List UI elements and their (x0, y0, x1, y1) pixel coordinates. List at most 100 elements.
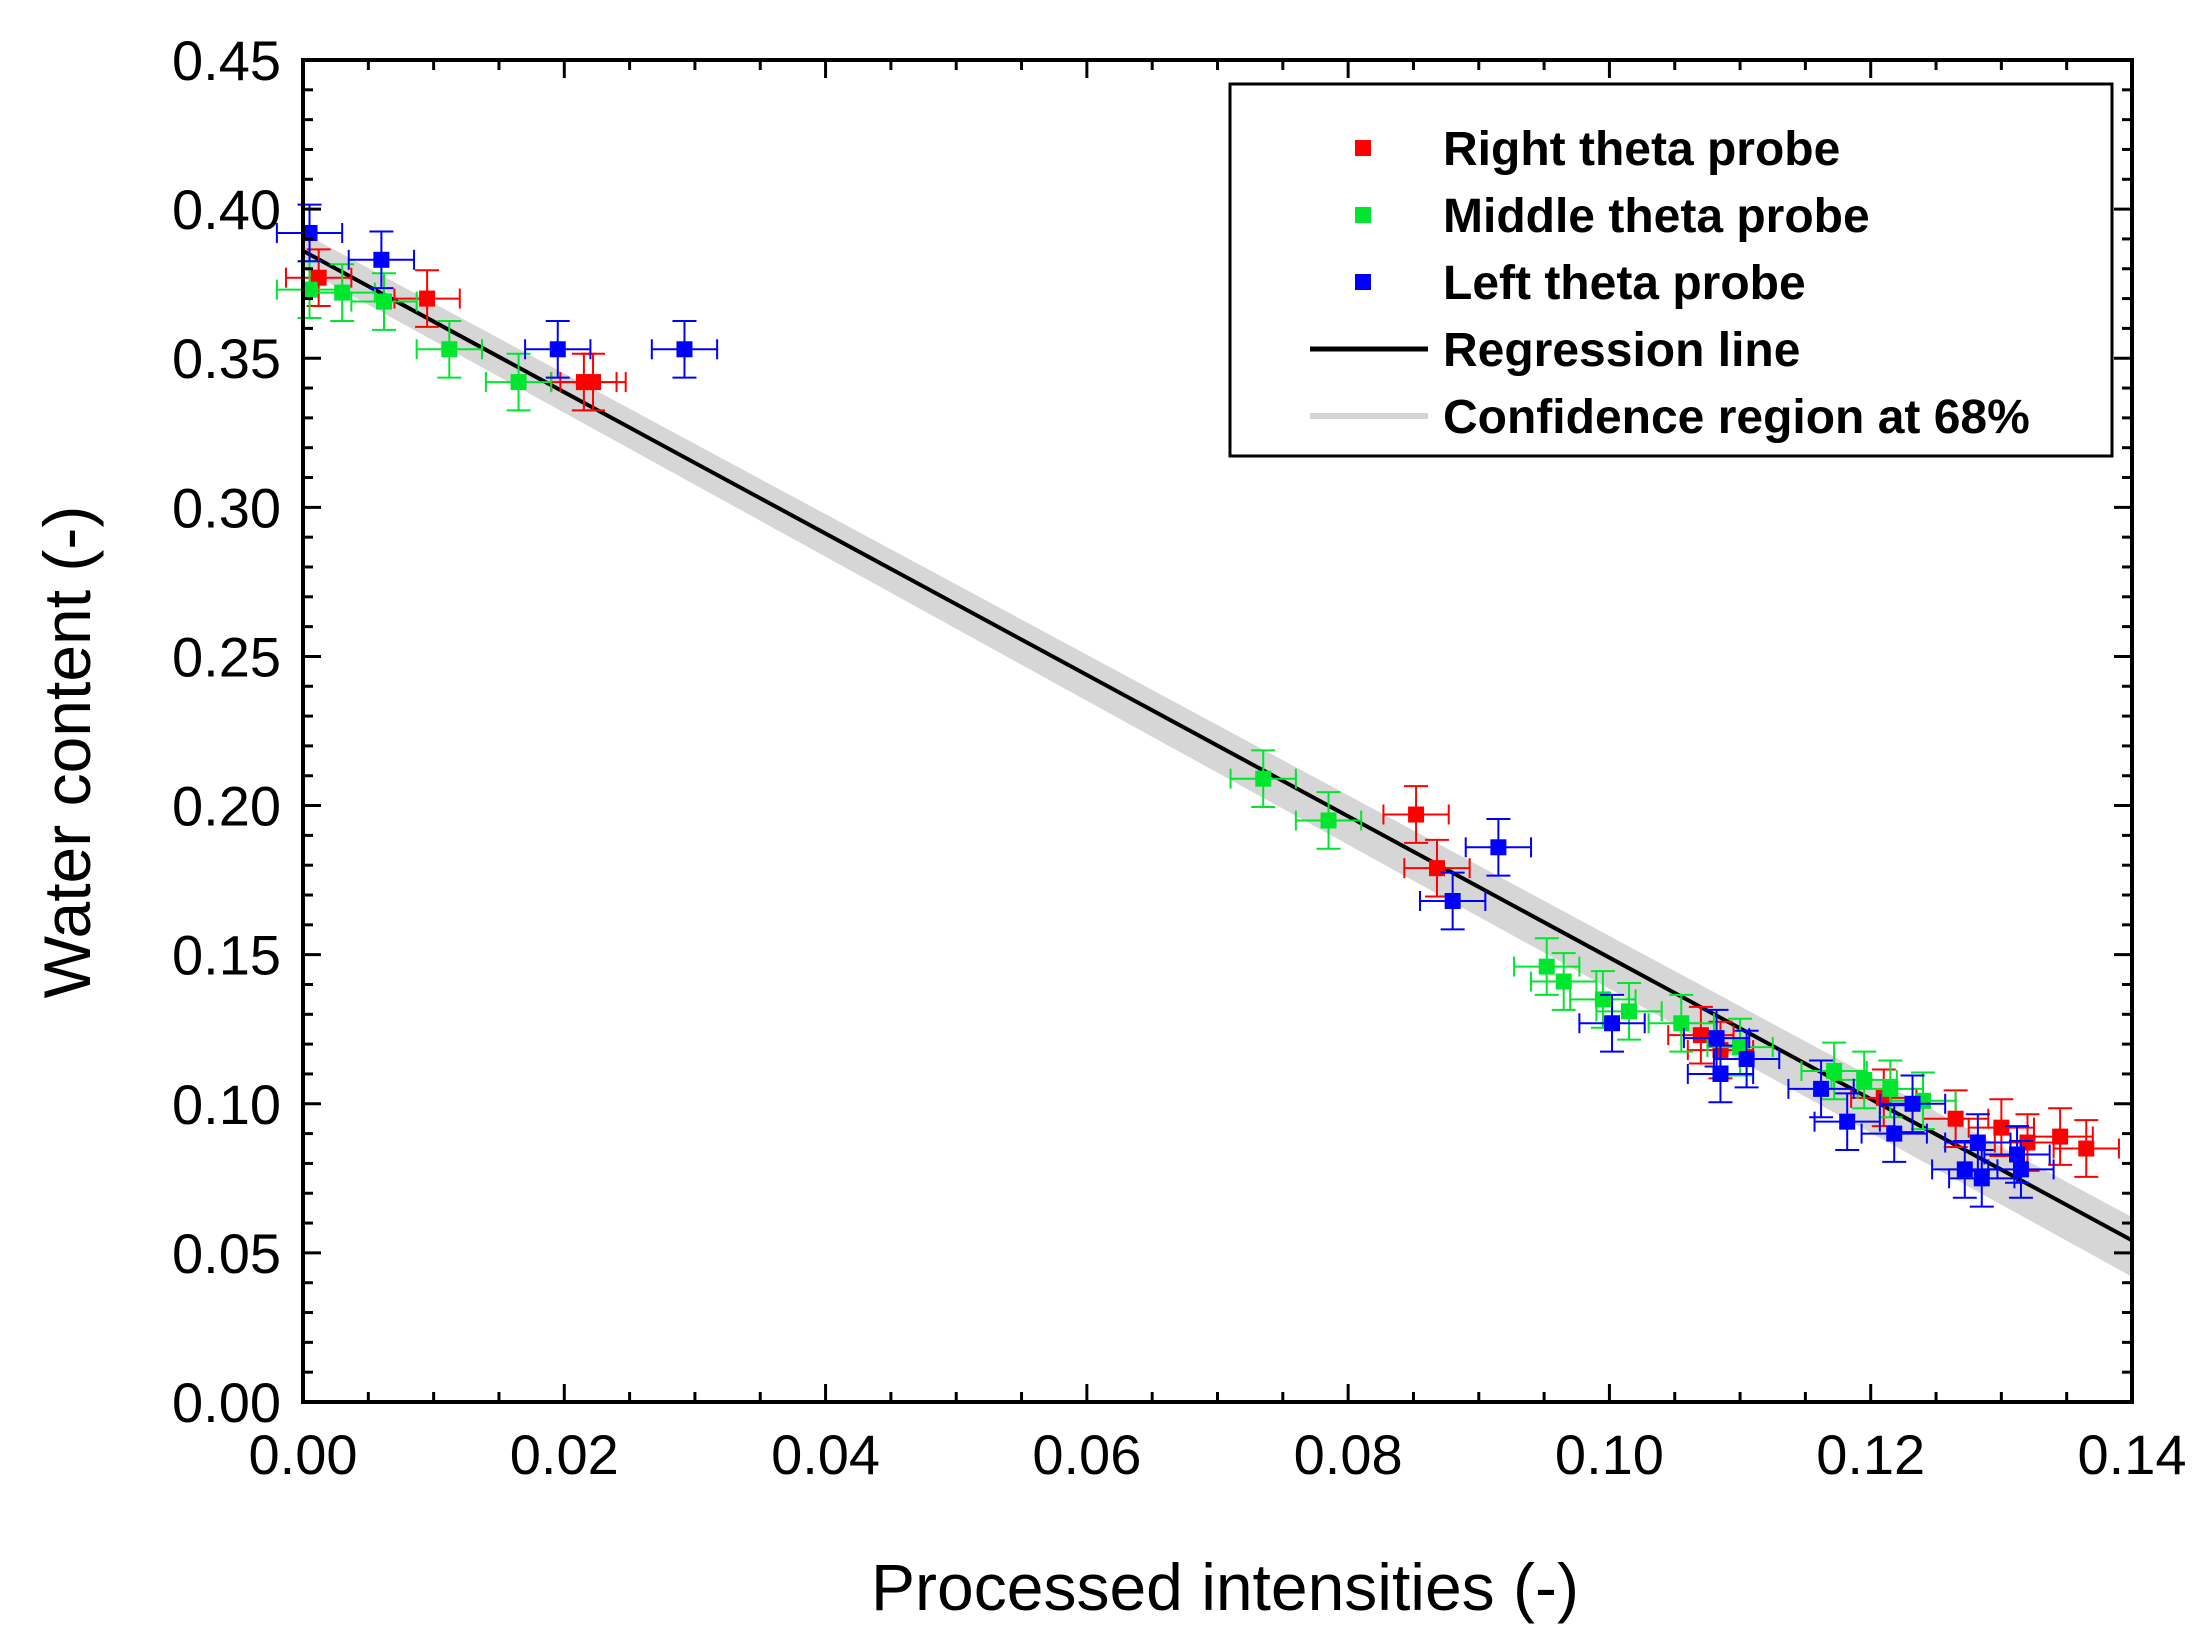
series-left-theta-probe (275, 203, 2055, 1208)
point-marker (1839, 1113, 1856, 1130)
x-tick-label: 0.08 (1294, 1423, 1403, 1486)
point-marker (2009, 1146, 2026, 1163)
point-marker (1973, 1170, 1990, 1187)
point-marker (1604, 1015, 1621, 1032)
point-marker (1692, 1027, 1709, 1044)
data-point (1948, 1149, 2016, 1208)
point-marker (549, 341, 566, 358)
point-marker (1882, 1080, 1899, 1097)
point-marker (1708, 1030, 1725, 1047)
point-marker (676, 341, 693, 358)
data-point (1513, 937, 1581, 996)
y-tick-label: 0.35 (172, 327, 281, 390)
data-point (1813, 1092, 1881, 1152)
data-points-layer (275, 203, 2120, 1208)
point-marker (510, 374, 527, 391)
point-marker (1673, 1015, 1690, 1032)
data-point (2052, 1119, 2120, 1178)
y-tick-label: 0.00 (172, 1371, 281, 1434)
point-marker (441, 341, 458, 358)
point-marker (1428, 860, 1445, 877)
x-tick-label: 0.02 (510, 1423, 619, 1486)
legend-label: Left theta probe (1443, 257, 1806, 310)
point-marker (1738, 1051, 1755, 1068)
y-tick-label: 0.30 (172, 476, 281, 539)
data-point (2026, 1107, 2094, 1166)
data-point (1418, 871, 1487, 931)
point-marker (1904, 1095, 1921, 1112)
legend-label: Right theta probe (1443, 123, 1840, 176)
data-point (1294, 791, 1363, 850)
point-marker (1408, 806, 1425, 823)
point-marker (1621, 1003, 1638, 1020)
data-point (1530, 952, 1598, 1011)
data-point (1686, 1044, 1755, 1104)
data-point (484, 352, 553, 412)
y-tick-label: 0.20 (172, 775, 281, 838)
y-tick-label: 0.10 (172, 1073, 281, 1136)
point-marker (1538, 958, 1555, 975)
data-point (1403, 838, 1471, 898)
point-marker (1826, 1062, 1843, 1079)
point-marker (1956, 1161, 1973, 1178)
data-point (524, 319, 592, 379)
data-point (1647, 993, 1715, 1053)
point-marker (1969, 1134, 1986, 1151)
data-point (1860, 1104, 1928, 1163)
x-tick-label: 0.06 (1032, 1423, 1141, 1486)
point-marker (2052, 1128, 2069, 1145)
y-tick-label: 0.15 (172, 924, 281, 987)
legend-label: Regression line (1443, 324, 1800, 377)
point-marker (2012, 1161, 2029, 1178)
legend-label: Confidence region at 68% (1443, 391, 2030, 444)
y-tick-label: 0.45 (172, 29, 281, 92)
point-marker (1320, 812, 1337, 829)
y-tick-label: 0.25 (172, 625, 281, 688)
point-marker (1886, 1125, 1903, 1142)
point-marker (1490, 839, 1507, 856)
legend-box (1228, 82, 2114, 458)
legend-marker-0 (1355, 140, 1371, 156)
series-right-theta-probe (285, 248, 2120, 1178)
x-tick-label: 0.14 (2078, 1423, 2187, 1486)
data-point (1382, 785, 1450, 844)
x-tick-label: 0.04 (771, 1423, 880, 1486)
data-point (1878, 1074, 1947, 1134)
data-point (1987, 1140, 2055, 1199)
y-axis-title: Water content (-) (30, 506, 104, 999)
data-point (559, 352, 627, 412)
point-marker (301, 224, 318, 241)
point-marker (1444, 892, 1461, 909)
data-point (393, 269, 461, 328)
x-tick-label: 0.12 (1816, 1423, 1925, 1486)
data-point (347, 230, 416, 290)
point-marker (375, 293, 392, 310)
data-point (1830, 1050, 1898, 1110)
data-point (415, 319, 483, 379)
x-tick-label: 0.10 (1555, 1423, 1664, 1486)
point-marker (1555, 973, 1572, 990)
x-axis-title: Processed intensities (-) (871, 1550, 1579, 1624)
point-marker (334, 284, 351, 301)
data-point (1787, 1059, 1855, 1119)
data-point (1712, 1029, 1781, 1089)
data-point (1578, 993, 1646, 1053)
point-marker (1255, 770, 1272, 787)
y-tick-label: 0.40 (172, 178, 281, 241)
point-marker (2078, 1140, 2095, 1157)
point-marker (1993, 1119, 2010, 1136)
data-point (1595, 981, 1663, 1041)
y-tick-label: 0.05 (172, 1222, 281, 1285)
point-marker (419, 290, 436, 307)
data-point (1229, 749, 1297, 809)
point-marker (585, 374, 602, 391)
legend-label: Middle theta probe (1443, 190, 1870, 243)
data-point (1931, 1140, 1999, 1199)
data-point (350, 272, 418, 331)
legend: Right theta probe Middle theta probe Left … (1228, 82, 2114, 458)
series-middle-theta-probe (275, 260, 1957, 1131)
x-tick-label: 0.00 (249, 1423, 358, 1486)
point-marker (373, 251, 390, 268)
point-marker (1947, 1110, 1964, 1127)
